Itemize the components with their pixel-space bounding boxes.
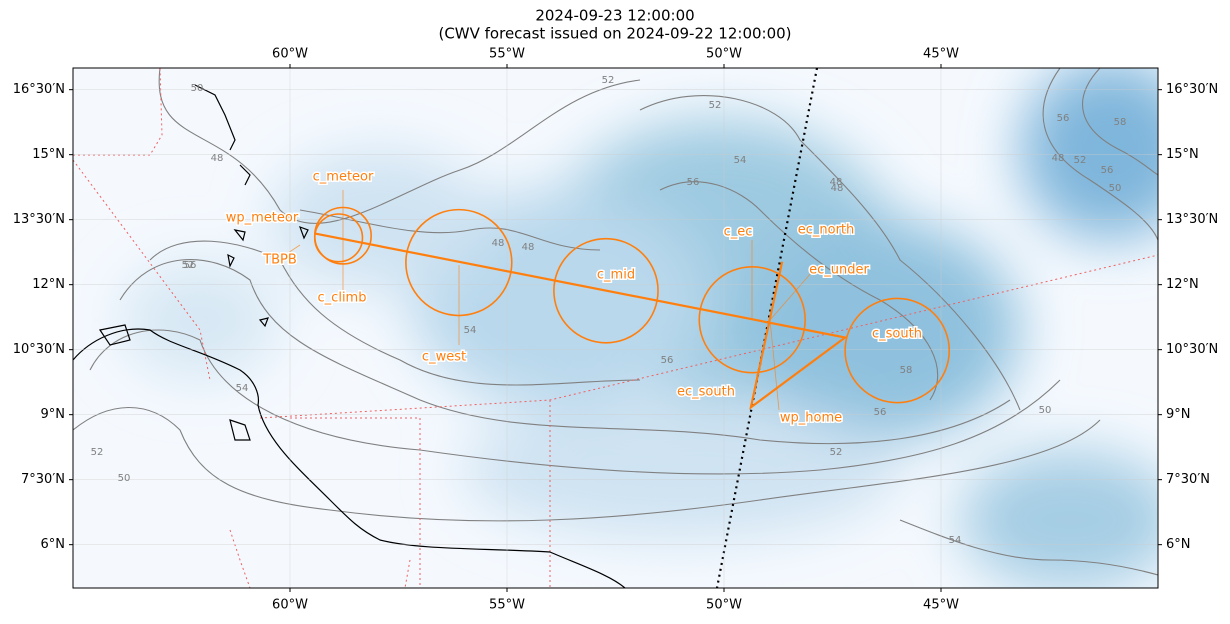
contour-label: 48 bbox=[492, 238, 505, 249]
contour-label: 56 bbox=[687, 177, 700, 188]
waypoint-label: ec_south bbox=[677, 385, 735, 400]
contour-label: 56 bbox=[1101, 165, 1114, 176]
waypoint-label: ec_under bbox=[809, 263, 869, 278]
x-tick-label: 50°W bbox=[706, 47, 742, 62]
y-tick-label: 15°N bbox=[1166, 147, 1199, 162]
circle-label: c_ec bbox=[724, 225, 753, 240]
waypoint-label: ec_north bbox=[798, 223, 855, 238]
contour-label: 56 bbox=[661, 355, 674, 366]
contour-label: 54 bbox=[236, 383, 249, 394]
contour-label: 54 bbox=[734, 155, 747, 166]
circle-region bbox=[698, 266, 806, 374]
title: 2024-09-23 12:00:00 bbox=[535, 7, 694, 25]
contour-label: 52 bbox=[830, 447, 843, 458]
y-tick-label: 7°30′N bbox=[1166, 472, 1210, 487]
coastlines bbox=[73, 84, 626, 588]
x-tick-label: 60°W bbox=[272, 598, 308, 613]
y-tick-label: 12°N bbox=[1166, 277, 1199, 292]
contour-label: 58 bbox=[900, 365, 913, 376]
contour-label: 48 bbox=[211, 153, 224, 164]
circle-region bbox=[553, 237, 659, 344]
x-tick-label: 60°W bbox=[272, 47, 308, 62]
waypoint-label: TBPB bbox=[262, 253, 297, 268]
waypoint-label: wp_meteor bbox=[226, 211, 299, 226]
x-tick-label: 55°W bbox=[489, 598, 525, 613]
circle-region bbox=[405, 208, 513, 317]
y-tick-label: 10°30′N bbox=[13, 342, 65, 357]
contour-label: 56 bbox=[1057, 113, 1070, 124]
x-tick-label: 55°W bbox=[489, 47, 525, 62]
contour-label: 50 bbox=[118, 473, 131, 484]
contour-label: 56 bbox=[184, 260, 197, 271]
contour-label: 50 bbox=[1039, 405, 1052, 416]
contour-label: 50 bbox=[1109, 183, 1122, 194]
contour-label: 48 bbox=[522, 242, 535, 253]
waypoint-label: wp_home bbox=[780, 411, 842, 426]
y-tick-label: 16°30′N bbox=[1166, 82, 1218, 97]
contour-label: 50 bbox=[191, 83, 204, 94]
y-tick-label: 6°N bbox=[1166, 537, 1191, 552]
leader-lines bbox=[284, 190, 813, 411]
y-tick-label: 9°N bbox=[1166, 407, 1191, 422]
flight-track bbox=[314, 232, 848, 410]
y-tick-label: 6°N bbox=[41, 537, 66, 552]
circle-label: c_meteor bbox=[313, 170, 374, 185]
y-tick-label: 13°30′N bbox=[1166, 212, 1218, 227]
borders bbox=[73, 68, 1158, 588]
circle-region bbox=[313, 213, 364, 263]
circle-region bbox=[844, 297, 951, 404]
contour-label: 54 bbox=[949, 535, 962, 546]
y-tick-label: 10°30′N bbox=[1166, 342, 1218, 357]
circle-label: c_south bbox=[872, 327, 922, 342]
contours bbox=[73, 68, 1158, 576]
subtitle: (CWV forecast issued on 2024-09-22 12:00… bbox=[438, 25, 791, 43]
y-tick-label: 13°30′N bbox=[13, 212, 65, 227]
contour-label: 52 bbox=[91, 447, 104, 458]
x-tick-label: 45°W bbox=[923, 598, 959, 613]
contour-label: 48 bbox=[1052, 153, 1065, 164]
contour-label: 52 bbox=[709, 100, 722, 111]
circle-label: c_climb bbox=[318, 291, 367, 306]
x-tick-label: 50°W bbox=[706, 598, 742, 613]
contour-label: 58 bbox=[1114, 117, 1127, 128]
y-tick-label: 7°30′N bbox=[21, 472, 65, 487]
frame bbox=[72, 67, 1159, 589]
circle-label: c_west bbox=[422, 350, 466, 365]
contour-label: 48 bbox=[831, 183, 844, 194]
circle-label: c_mid bbox=[597, 268, 635, 283]
contour-label: 54 bbox=[464, 325, 477, 336]
contour-label: 52 bbox=[1074, 155, 1087, 166]
contour-label: 56 bbox=[874, 407, 887, 418]
y-tick-label: 16°30′N bbox=[13, 82, 65, 97]
y-tick-label: 12°N bbox=[32, 277, 65, 292]
contour-label: 52 bbox=[602, 75, 615, 86]
contour-label: 48 bbox=[830, 177, 843, 188]
contour-label: 52 bbox=[182, 260, 195, 271]
x-tick-label: 45°W bbox=[923, 47, 959, 62]
y-tick-label: 15°N bbox=[32, 147, 65, 162]
y-tick-label: 9°N bbox=[41, 407, 66, 422]
